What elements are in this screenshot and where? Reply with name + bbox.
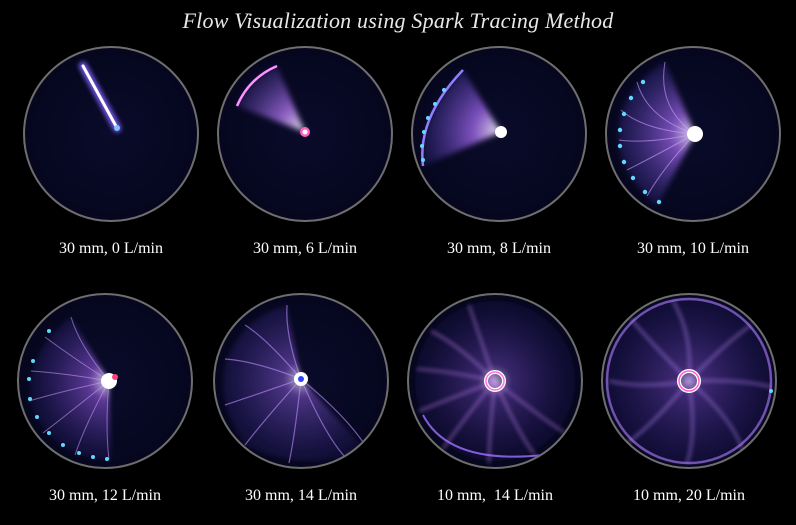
panel-caption-4: 30 mm, 10 L/min bbox=[637, 240, 749, 257]
panel-caption-3: 30 mm, 8 L/min bbox=[447, 240, 551, 257]
spark-image-6 bbox=[213, 293, 389, 469]
panel-caption-7: 10 mm, 14 L/min bbox=[437, 487, 553, 504]
panel-caption-5: 30 mm, 12 L/min bbox=[49, 487, 161, 504]
spark-image-4 bbox=[605, 46, 781, 222]
spark-image-3 bbox=[411, 46, 587, 222]
panel-caption-6: 30 mm, 14 L/min bbox=[245, 487, 357, 504]
panel-caption-1: 30 mm, 0 L/min bbox=[59, 240, 163, 257]
panel-3: 30 mm, 8 L/min bbox=[404, 46, 594, 276]
panel-1: 30 mm, 0 L/min bbox=[16, 46, 206, 276]
panel-6: 30 mm, 14 L/min bbox=[206, 293, 396, 523]
spark-image-1 bbox=[23, 46, 199, 222]
panel-caption-2: 30 mm, 6 L/min bbox=[253, 240, 357, 257]
panel-8: 10 mm, 20 L/min bbox=[594, 293, 784, 523]
panel-2: 30 mm, 6 L/min bbox=[210, 46, 400, 276]
panel-caption-8: 10 mm, 20 L/min bbox=[633, 487, 745, 504]
figure-title: Flow Visualization using Spark Tracing M… bbox=[182, 8, 614, 33]
spark-image-7 bbox=[407, 293, 583, 469]
panel-7: 10 mm, 14 L/min bbox=[400, 293, 590, 523]
spark-image-2 bbox=[217, 46, 393, 222]
panel-5: 30 mm, 12 L/min bbox=[10, 293, 200, 523]
spark-image-8 bbox=[601, 293, 777, 469]
spark-image-5 bbox=[17, 293, 193, 469]
panel-4: 30 mm, 10 L/min bbox=[598, 46, 788, 276]
